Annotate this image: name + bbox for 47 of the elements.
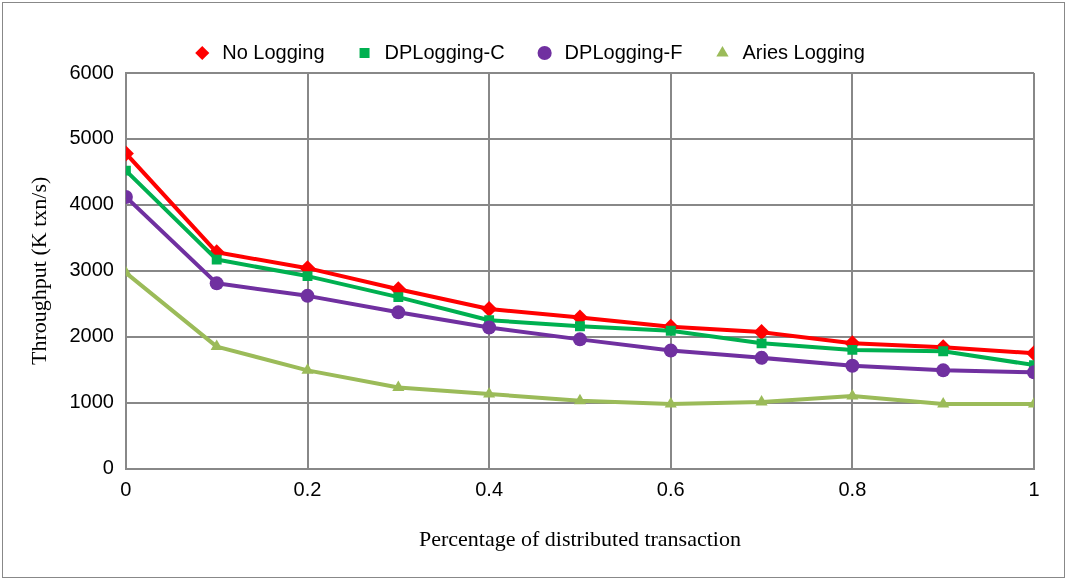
point — [665, 325, 676, 336]
point — [937, 396, 950, 408]
point — [753, 324, 770, 341]
point — [663, 343, 678, 358]
legend-label: No Logging — [222, 40, 325, 63]
point — [209, 276, 224, 291]
point — [936, 363, 951, 378]
point — [755, 395, 768, 406]
point — [483, 387, 496, 398]
point — [756, 338, 767, 349]
point — [302, 271, 313, 282]
point — [482, 320, 497, 335]
point — [575, 321, 585, 332]
point — [846, 389, 859, 400]
point — [664, 396, 677, 408]
point — [938, 346, 949, 357]
y-tick-label: 1000 — [69, 390, 114, 413]
point — [211, 254, 222, 265]
point — [393, 292, 404, 303]
legend-label: Aries Logging — [742, 40, 865, 63]
legend-label: DPLogging-C — [384, 40, 505, 63]
y-tick-label: 5000 — [69, 126, 114, 149]
y-tick-label: 0 — [102, 456, 114, 479]
point — [392, 380, 405, 391]
point — [572, 332, 587, 347]
point — [481, 301, 498, 318]
point — [754, 350, 769, 365]
x-tick-label: 0.2 — [293, 478, 322, 501]
x-tick-label: 1 — [1028, 478, 1040, 501]
point — [391, 305, 406, 320]
legend-label: DPLogging-F — [564, 40, 683, 63]
point — [210, 339, 223, 351]
point — [300, 288, 315, 303]
x-axis-title: Percentage of distributed transaction — [418, 525, 741, 551]
point — [573, 393, 587, 405]
x-tick-label: 0 — [120, 478, 132, 501]
y-axis-title: Throughput (K txn/s) — [25, 176, 51, 365]
y-tick-label: 4000 — [69, 192, 114, 215]
point — [845, 358, 860, 373]
point — [847, 344, 858, 355]
y-tick-label: 2000 — [69, 324, 114, 347]
x-tick-label: 0.4 — [475, 478, 504, 501]
y-tick-label: 3000 — [69, 258, 114, 281]
x-tick-label: 0.6 — [656, 478, 685, 501]
x-tick-label: 0.8 — [838, 478, 867, 501]
y-tick-label: 6000 — [69, 60, 114, 83]
point — [301, 363, 314, 374]
